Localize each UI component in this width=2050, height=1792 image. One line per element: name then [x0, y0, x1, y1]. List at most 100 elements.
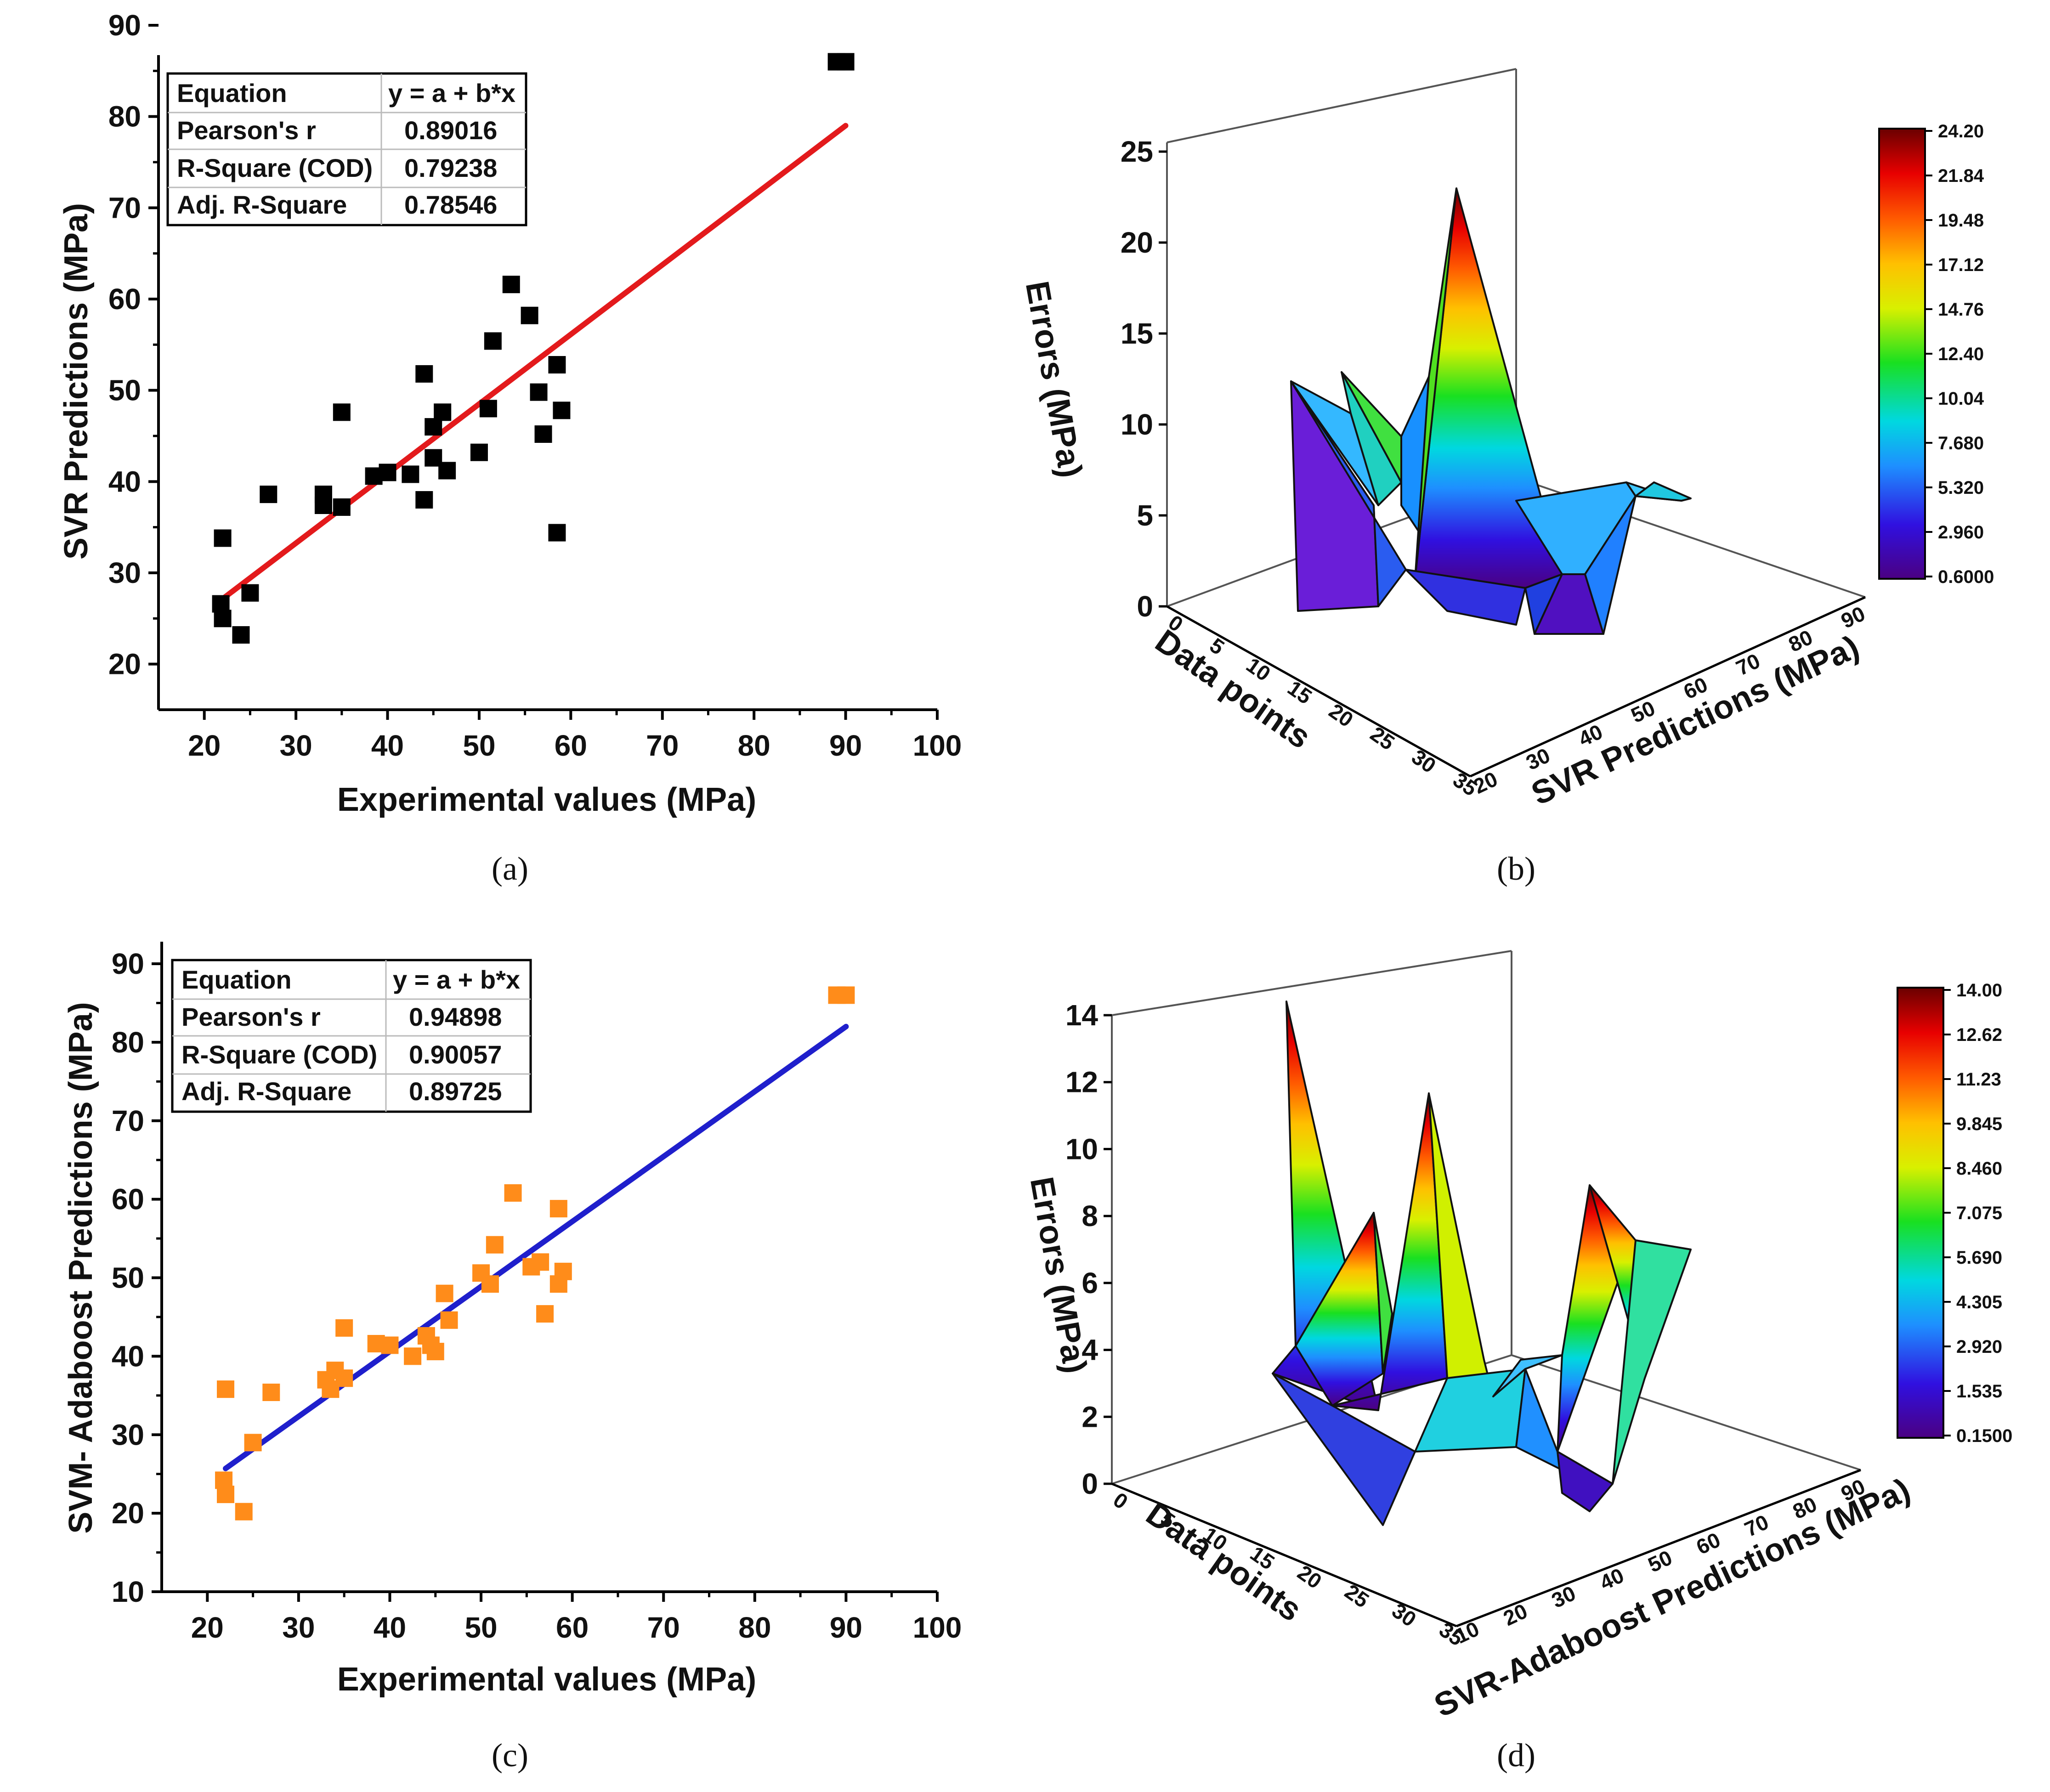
colorbar-tick-label: 8.460: [1956, 1159, 2002, 1179]
z-tick-label: 8: [1082, 1199, 1098, 1232]
y-tick-label: 90: [112, 947, 144, 980]
data-point: [837, 986, 855, 1004]
z-axis-label-b: Errors (MPa): [1019, 278, 1089, 480]
data-point: [434, 403, 452, 421]
x-tick-label: 70: [647, 1611, 680, 1644]
y-ticks-c: 10 20 30 40 50 60 70 80 90: [112, 947, 162, 1608]
x-tick-label: 30: [1407, 745, 1440, 778]
x-tick-label: 30: [1387, 1598, 1421, 1631]
data-point: [548, 524, 566, 542]
y-axis-label-a: SVR Predictions (MPa): [58, 203, 95, 560]
data-point: [532, 1253, 549, 1271]
colorbar-tick-label: 10.04: [1938, 389, 1984, 409]
panel-label-c: (c): [492, 1737, 528, 1774]
stats-label-rsquare-c: R-Square (COD): [181, 1040, 377, 1069]
z-tick-label: 10: [1065, 1132, 1098, 1165]
x-tick-label: 40: [374, 1611, 406, 1644]
stats-header-value-c: y = a + b*x: [393, 965, 520, 994]
x-tick-label: 25: [1341, 1579, 1374, 1612]
z-tick-label: 14: [1065, 999, 1099, 1032]
data-point: [214, 610, 232, 627]
z-tick-label: 4: [1082, 1334, 1098, 1367]
stats-label-pearson-c: Pearson's r: [181, 1002, 321, 1031]
x-tick-label: 90: [829, 729, 862, 762]
data-point: [440, 1311, 458, 1329]
data-point: [260, 486, 277, 503]
y-tick-label: 90: [1837, 601, 1869, 633]
z-tick-label: 6: [1082, 1266, 1098, 1300]
colorbar-tick-label: 1.535: [1956, 1381, 2002, 1402]
x-ticks-c: 20 30 40 50 60 70 80 90 100: [191, 1592, 962, 1644]
stats-table-c: Equation y = a + b*x Pearson's r 0.94898…: [171, 959, 532, 1113]
z-tick-label: 15: [1121, 317, 1153, 350]
data-point: [244, 1434, 262, 1452]
y-tick-label: 30: [108, 556, 141, 589]
stats-value-pearson-c: 0.94898: [409, 1002, 502, 1031]
y-tick-label: 20: [1470, 767, 1501, 798]
colorbar-tick-label: 11.23: [1956, 1069, 2001, 1090]
data-point: [232, 626, 250, 644]
data-point: [402, 465, 419, 483]
stats-label-adj-c: Adj. R-Square: [181, 1077, 351, 1106]
y-tick-label: 30: [1548, 1581, 1579, 1613]
y-tick-label: 80: [108, 100, 141, 133]
colorbar-tick-label: 19.48: [1938, 210, 1984, 231]
data-point: [415, 491, 433, 509]
panel-label-d: (d): [1497, 1737, 1535, 1774]
plot-area-c: 10 20 30 40 50 60 70 80 90 20 30 40 50 60 70 80 90 100: [112, 942, 962, 1644]
data-point: [530, 383, 548, 401]
y-axis-label-d: SVR-Adaboost Predictions (MPa): [1429, 1471, 1916, 1724]
colorbar-d: 14.00 12.62 11.23 9.845 8.460 7.075 5.690 4.305…: [1897, 980, 2012, 1446]
y-tick-label: 20: [108, 648, 141, 681]
x-tick-label: 20: [188, 729, 221, 762]
data-point: [335, 1369, 353, 1387]
data-point: [470, 443, 488, 461]
stats-label-pearson-a: Pearson's r: [177, 116, 316, 145]
data-point: [553, 401, 571, 419]
y-tick-label: 90: [108, 9, 141, 42]
colorbar-tick-label: 14.76: [1938, 300, 1984, 320]
x-axis-label-d: Data points: [1139, 1495, 1308, 1628]
y-ticks-a: 20 30 40 50 60 70 80 90: [108, 9, 159, 681]
x-ticks-a: 20 30 40 50 60 70 80 90 100: [188, 710, 962, 762]
y-tick-label: 10: [112, 1575, 144, 1608]
stats-label-adj-a: Adj. R-Square: [177, 190, 347, 219]
data-point: [217, 1380, 235, 1398]
x-tick-label: 30: [280, 729, 312, 762]
colorbar-tick-label: 4.305: [1956, 1292, 2002, 1312]
stats-value-adj-a: 0.78546: [404, 190, 497, 219]
x-axis-label-a: Experimental values (MPa): [337, 781, 756, 818]
data-point: [549, 1200, 567, 1218]
surface-b: [1290, 187, 1692, 635]
x-tick-label: 70: [646, 729, 679, 762]
stats-value-adj-c: 0.89725: [409, 1077, 502, 1106]
data-point: [425, 418, 442, 436]
x-tick-label: 80: [738, 1611, 771, 1644]
surface-d: [1272, 1001, 1692, 1526]
stats-header-value-a: y = a + b*x: [388, 79, 515, 107]
data-point: [536, 1305, 554, 1323]
colorbar-b: 24.20 21.84 19.48 17.12 14.76 12.40 10.04 7.680…: [1878, 121, 1994, 587]
z-tick-label: 0: [1137, 590, 1153, 623]
stats-value-rsquare-a: 0.79238: [404, 153, 497, 182]
colorbar-tick-label: 5.320: [1938, 478, 1984, 498]
y-tick-label: 20: [112, 1497, 144, 1530]
x-tick-label: 15: [1283, 676, 1316, 709]
data-point: [521, 306, 538, 324]
colorbar-tick-label: 0.6000: [1938, 567, 1994, 587]
stats-table-a: Equation y = a + b*x Pearson's r 0.89016…: [166, 72, 527, 226]
data-point: [426, 1343, 444, 1361]
data-point: [534, 425, 552, 443]
colorbar-tick-label: 14.00: [1956, 980, 2002, 1001]
colorbar-tick-label: 2.920: [1956, 1337, 2002, 1357]
x-tick-label: 25: [1366, 722, 1399, 755]
stats-value-pearson-a: 0.89016: [404, 116, 497, 145]
x-tick-label: 50: [464, 1611, 497, 1644]
x-tick-label: 100: [913, 1611, 962, 1644]
z-tick-label: 20: [1121, 226, 1153, 259]
data-point: [404, 1347, 422, 1365]
y-tick-label: 60: [112, 1183, 144, 1216]
